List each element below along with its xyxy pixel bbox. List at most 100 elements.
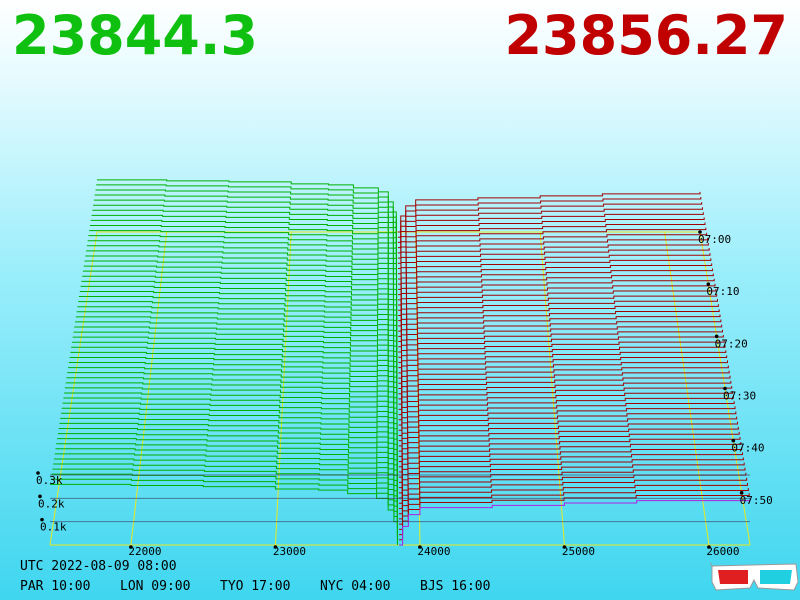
zone-time: LON 09:00	[120, 579, 191, 594]
floor-edge	[49, 231, 98, 546]
bid-depth-line	[61, 407, 398, 467]
zone-time: NYC 04:00	[320, 579, 391, 594]
bid-depth-line	[86, 245, 398, 300]
ask-depth-line	[398, 442, 742, 489]
ask-depth-line	[398, 437, 741, 483]
bid-depth-line	[66, 377, 398, 436]
3d-glasses-icon[interactable]	[710, 558, 800, 598]
ask-depth-line	[397, 217, 705, 259]
ask-depth-line	[398, 426, 739, 473]
bid-depth-line	[51, 473, 398, 535]
price-grid-line	[539, 231, 565, 546]
bid-depth-line	[71, 346, 398, 405]
ask-depth-line	[398, 345, 726, 389]
utc-time: UTC 2022-08-09 08:00	[20, 559, 177, 574]
zone-time: TYO 17:00	[220, 579, 291, 594]
ask-depth-line	[399, 477, 748, 525]
price-tick	[562, 545, 567, 549]
bid-depth-line	[65, 382, 398, 441]
depth-tick	[40, 517, 44, 522]
bid-price: 23844.3	[12, 4, 258, 67]
ask-depth-line	[399, 467, 746, 515]
ask-depth-line	[397, 207, 703, 249]
price-tick	[273, 545, 278, 549]
zone-time: BJS 16:00	[420, 579, 491, 594]
bid-depth-line	[86, 250, 398, 306]
bid-depth-line	[91, 214, 397, 269]
ask-depth-line	[397, 237, 708, 280]
time-tick	[714, 334, 719, 339]
price-grid-line	[274, 231, 292, 546]
bid-depth-line	[78, 296, 398, 352]
bid-depth-line	[62, 402, 398, 462]
ask-depth-line	[398, 294, 718, 337]
bid-depth-line	[76, 311, 398, 368]
time-tick	[723, 386, 727, 391]
bid-depth-line	[79, 290, 398, 347]
bid-depth-line	[82, 270, 398, 326]
ask-depth-line	[398, 288, 717, 332]
time-zones: PAR 10:00 LON 09:00 TYO 17:00 NYC 04:00 BJS …	[20, 579, 520, 594]
bid-depth-line	[54, 453, 398, 514]
ask-depth-line	[398, 304, 719, 348]
time-tick-label: 07:10	[706, 285, 739, 298]
ask-depth-line	[398, 339, 725, 384]
price-tick	[418, 545, 422, 549]
ask-depth-line	[398, 396, 734, 442]
bid-depth-line	[74, 326, 398, 384]
price-grid-line	[130, 231, 168, 546]
ask-depth-line	[398, 431, 740, 478]
bid-depth-line	[58, 428, 398, 488]
ask-price: 23856.27	[504, 4, 788, 67]
time-tick	[698, 230, 702, 234]
bid-depth-line	[77, 306, 398, 363]
bid-depth-line	[59, 422, 398, 483]
bid-depth-line	[85, 255, 398, 311]
bid-depth-line	[90, 219, 397, 274]
ask-depth-line	[398, 329, 723, 374]
bid-depth-line	[68, 367, 398, 426]
time-tick-label: 07:40	[731, 442, 764, 455]
depth-tick	[38, 494, 42, 499]
ask-depth-line	[398, 253, 711, 296]
ask-depth-line	[398, 319, 722, 363]
bid-depth-line	[82, 275, 398, 332]
ask-depth-line	[398, 278, 715, 322]
bid-depth-line	[56, 443, 398, 504]
ask-depth-line	[398, 360, 728, 405]
bid-depth-line	[72, 336, 398, 394]
bid-depth-line	[80, 285, 398, 342]
depth-tick-label: 0.3k	[36, 474, 63, 487]
bid-depth-line	[95, 189, 397, 243]
bid-depth-line	[57, 433, 398, 493]
ask-depth-line	[399, 462, 745, 509]
bid-depth-line	[81, 280, 398, 337]
depth-tick-label: 0.1k	[40, 521, 67, 534]
bid-depth-line	[71, 341, 398, 399]
time-tick-label: 07:50	[740, 494, 773, 507]
ask-depth-line	[398, 380, 732, 426]
bid-depth-line	[75, 321, 398, 379]
price-tick-label: 23000	[273, 545, 306, 558]
price-tick	[129, 545, 133, 549]
time-tick-label: 07:20	[715, 337, 748, 350]
bid-depth-line	[55, 448, 398, 509]
ask-depth-line	[398, 263, 713, 306]
bid-depth-line	[88, 235, 398, 290]
price-tick-label: 26000	[706, 545, 739, 558]
bid-depth-line	[50, 478, 398, 540]
bid-depth-line	[60, 412, 398, 472]
ask-depth-line	[398, 242, 709, 285]
ask-depth-line	[398, 365, 729, 410]
ask-depth-line	[398, 355, 728, 400]
ask-depth-line	[398, 309, 720, 353]
bid-depth-line	[87, 240, 398, 295]
bid-depth-line	[96, 184, 397, 238]
ask-depth-line	[398, 350, 727, 395]
bid-depth-line	[67, 372, 398, 431]
depth-tick	[36, 471, 40, 475]
bid-depth-line	[68, 362, 398, 420]
bid-depth-line	[93, 199, 397, 253]
ask-depth-line	[397, 202, 703, 243]
